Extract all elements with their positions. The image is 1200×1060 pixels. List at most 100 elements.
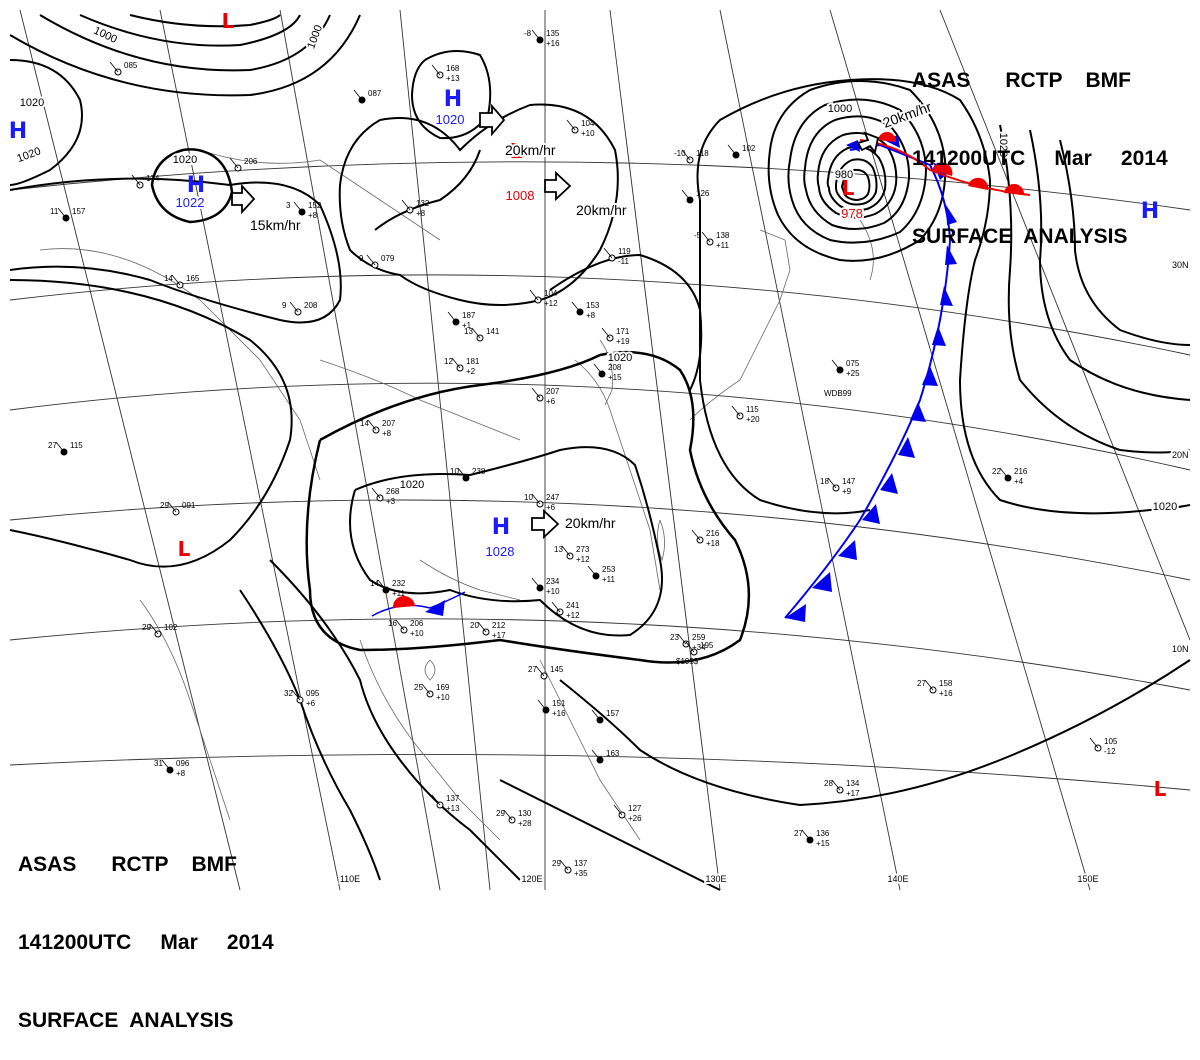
wind-barb [691, 529, 701, 541]
station-tendency: +16 [939, 689, 953, 698]
chart-header-bottom: ASAS RCTP BMF 141200UTC Mar 2014 SURFACE… [18, 800, 274, 1060]
isobar [349, 446, 663, 637]
movement-speed-label: 20km/hr [565, 515, 616, 531]
cold-front-triangle [425, 600, 445, 616]
isobar-value-label: 1020 [1153, 501, 1177, 513]
station-tendency: +28 [518, 819, 532, 828]
wind-barb [613, 804, 623, 816]
cold-front-triangle [785, 604, 806, 622]
station-tendency: +2 [466, 367, 476, 376]
wind-barb [603, 247, 613, 259]
station-pressure: 132 [416, 199, 430, 208]
wind-barb [827, 477, 837, 489]
movement-arrow [531, 508, 560, 540]
wind-barb [531, 29, 541, 41]
isobar [150, 148, 234, 224]
station-tendency: +10 [546, 587, 560, 596]
isobar [499, 779, 721, 891]
station-tendency: +16 [552, 709, 566, 718]
movement-speed-label: 15km/hr [250, 217, 301, 233]
station-pressure: 206 [244, 157, 258, 166]
station-temperature: 14 [164, 274, 173, 283]
center-pressure-value: 1022 [176, 195, 205, 210]
wind-barb [457, 467, 467, 479]
station-pressure: 216 [706, 529, 720, 538]
station-temperature: 29 [552, 859, 561, 868]
border-line [139, 599, 231, 821]
station-pressure: 174 [146, 174, 160, 183]
station-temperature: 29 [160, 501, 169, 510]
longitude-label: 120E [521, 874, 542, 884]
station-tendency: -12 [1104, 747, 1116, 756]
border-line [39, 248, 321, 481]
warm-front-semicircle [1004, 183, 1025, 195]
movement-speed-label: 20km/hr [576, 202, 627, 218]
station-tendency: +34 [692, 643, 706, 652]
taiwan-coast [657, 519, 665, 562]
coastlines [39, 149, 874, 841]
station-temperature: 29 [496, 809, 505, 818]
wind-barb [371, 487, 381, 499]
isobars [9, 14, 1191, 891]
isobar [338, 103, 619, 306]
station-temperature: 9 [359, 254, 364, 263]
latitude-label: 30N [1172, 260, 1189, 270]
station-pressure: 171 [616, 327, 630, 336]
wind-barb [535, 665, 545, 677]
header-time-line: 141200UTC Mar 2014 [18, 931, 274, 954]
station-tendency: +8 [382, 429, 392, 438]
low-pressure-symbol: L [510, 139, 523, 163]
wind-barb [171, 274, 181, 286]
parallel-line [9, 753, 1191, 791]
station-pressure: 253 [602, 565, 616, 574]
station-pressure: 268 [386, 487, 400, 496]
station-tendency: +8 [416, 209, 426, 218]
meridian-line [939, 9, 1191, 641]
parallel-line [9, 618, 1191, 691]
station-pressure: 187 [462, 311, 476, 320]
high-pressure-symbol: H [1141, 199, 1159, 224]
meridian-line [159, 9, 341, 891]
station-temperature: -8 [524, 29, 532, 38]
station-pressure: 168 [446, 64, 460, 73]
wind-barb [229, 157, 239, 169]
station-tendency: +6 [546, 397, 556, 406]
header-time-line: 141200UTC Mar 2014 [912, 147, 1168, 170]
movement-arrow [856, 131, 880, 154]
station-tendency: +11 [392, 589, 406, 598]
wind-barb [431, 794, 441, 806]
china-coast [574, 359, 661, 591]
isobar-value-label: 1020 [400, 479, 424, 491]
station-temperature: 32 [284, 689, 293, 698]
latitude-label: 10N [1172, 644, 1189, 654]
station-pressure: 241 [566, 601, 580, 610]
border-line [859, 219, 874, 281]
chart-header-top: ASAS RCTP BMF 141200UTC Mar 2014 SURFACE… [912, 16, 1168, 276]
station-pressure: 105 [1104, 737, 1118, 746]
isobar [39, 14, 331, 72]
isobar [9, 59, 83, 186]
header-station-line: ASAS RCTP BMF [912, 69, 1131, 92]
station-pressure: 207 [546, 387, 560, 396]
wind-barb [831, 359, 841, 371]
cold-front-triangle [862, 504, 880, 524]
wind-barb [367, 419, 377, 431]
station-tendency: +15 [816, 839, 830, 848]
wind-barb [167, 501, 177, 513]
station-pressure: 126 [696, 189, 710, 198]
station-temperature: 10 [524, 493, 533, 502]
high-pressure-symbol: H [492, 515, 510, 540]
station-temperature: 31 [154, 759, 163, 768]
station-tendency: +12 [544, 299, 558, 308]
cold-front-triangle [946, 205, 957, 225]
wind-barb [924, 679, 934, 691]
korea-coast [599, 339, 613, 406]
isobar [305, 350, 751, 664]
river-line [199, 149, 441, 241]
station-pressure: 206 [410, 619, 424, 628]
isobar [9, 279, 293, 568]
station-pressure: 130 [518, 809, 532, 818]
isobar-value-label: 1000 [828, 103, 852, 115]
longitude-label: 140E [887, 874, 908, 884]
station-tendency: +20 [746, 415, 760, 424]
